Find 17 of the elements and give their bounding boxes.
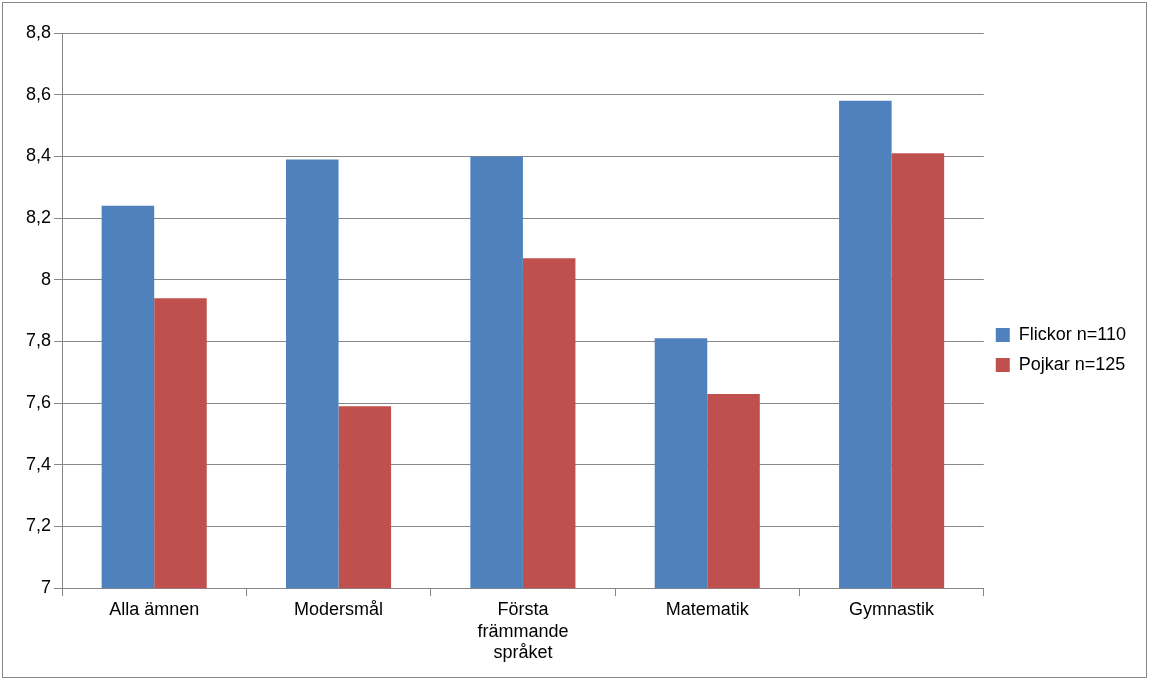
x-tick-label: Alla ämnen <box>109 598 200 619</box>
legend-label: Flickor n=110 <box>1018 323 1126 344</box>
legend-label: Pojkar n=125 <box>1018 353 1126 374</box>
x-tick-label: Modersmål <box>294 598 384 619</box>
x-tick-label: Gymnastik <box>849 598 936 619</box>
y-tick-label: 7,6 <box>25 392 52 413</box>
x-tick-label: Första främmande språket <box>477 598 569 663</box>
y-tick-label: 7 <box>41 577 52 598</box>
y-tick-label: 8 <box>41 268 52 289</box>
y-tick-label: 7,2 <box>25 515 52 536</box>
x-tick-label: Matematik <box>665 598 750 619</box>
y-tick-label: 7,8 <box>25 330 52 351</box>
y-tick-label: 8,6 <box>25 83 52 104</box>
y-tick-label: 8,2 <box>25 207 52 228</box>
y-tick-label: 8,4 <box>25 145 52 166</box>
y-tick-label: 8,8 <box>25 21 52 42</box>
y-tick-label: 7,4 <box>25 453 52 474</box>
